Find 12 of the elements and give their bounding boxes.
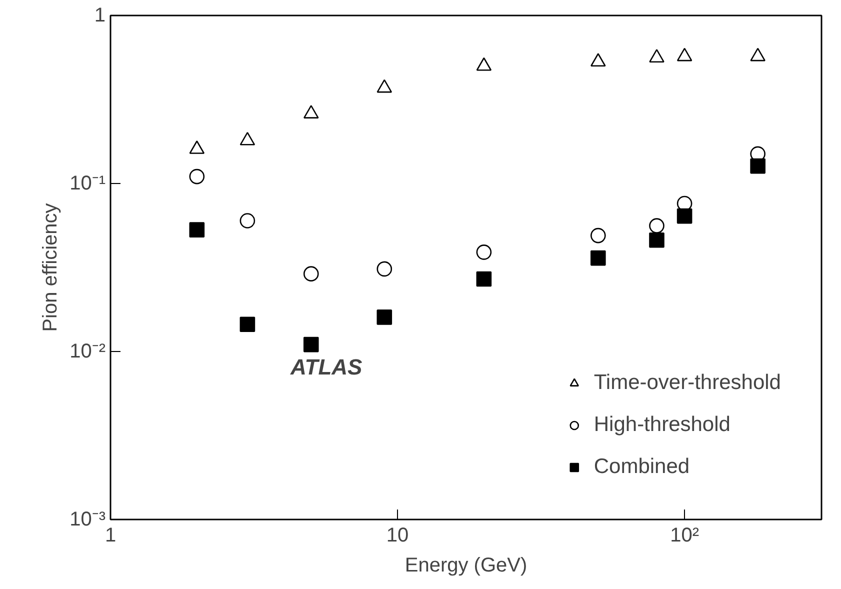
y-tick-label: 10⁻¹ — [70, 172, 106, 194]
y-tick-label: 1 — [94, 4, 106, 26]
annotation: ATLAS — [290, 354, 363, 380]
legend-label: High-threshold — [594, 413, 730, 437]
x-tick-label: 10 — [386, 524, 409, 546]
y-axis-title: Pion efficiency — [40, 203, 62, 332]
x-axis-title: Energy (GeV) — [404, 554, 528, 576]
y-tick-label: 10⁻² — [70, 340, 106, 362]
x-tick-label: 10² — [670, 524, 700, 546]
y-tick-label: 10⁻³ — [70, 508, 106, 530]
legend-label: Combined — [594, 455, 690, 479]
legend-label: Time-over-threshold — [594, 371, 781, 395]
